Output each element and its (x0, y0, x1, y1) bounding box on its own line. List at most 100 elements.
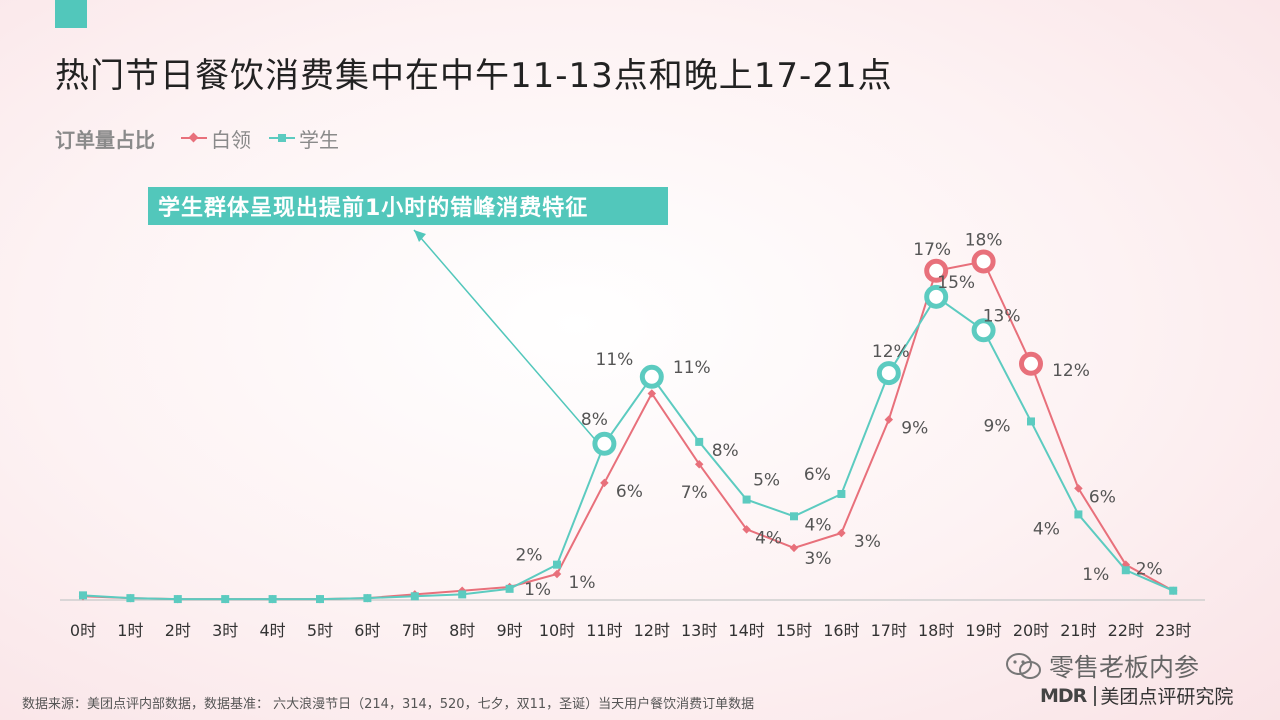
data-label-student: 15% (937, 273, 975, 293)
data-label-white-collar: 4% (755, 528, 782, 548)
x-tick-label: 3时 (212, 621, 238, 640)
data-point-student (1027, 417, 1035, 426)
data-label-student: 4% (1033, 519, 1060, 539)
x-tick-label: 7时 (402, 621, 428, 640)
accent-bar (55, 0, 87, 28)
logo: MDR 美团点评研究院 (1040, 682, 1233, 709)
data-point-student (458, 590, 467, 599)
data-point-highlight-student (876, 361, 901, 386)
x-tick-label: 9时 (497, 621, 523, 640)
x-tick-label: 0时 (70, 621, 96, 640)
x-tick-label: 6时 (354, 621, 380, 640)
x-tick-label: 15时 (776, 621, 812, 640)
callout-box: 学生群体呈现出提前1小时的错峰消费特征 (148, 187, 668, 225)
x-tick-label: 16时 (823, 621, 859, 640)
data-point-white-collar (647, 389, 657, 398)
x-tick-label: 20时 (1013, 621, 1049, 640)
data-point-highlight-white-collar (971, 249, 996, 274)
x-tick-label: 19时 (965, 621, 1001, 640)
data-label-student: 8% (712, 441, 739, 461)
page-title: 热门节日餐饮消费集中在中午11-13点和晚上17-21点 (55, 56, 893, 96)
watermark-text: 零售老板内参 (1049, 653, 1200, 682)
data-label-student: 6% (804, 465, 831, 485)
data-label-white-collar: 3% (854, 532, 881, 552)
data-source-footnote: 数据来源：美团点评内部数据，数据基准： 六大浪漫节日（214，314，520，七… (22, 697, 755, 712)
data-point-student (268, 595, 277, 604)
data-label-student: 4% (805, 515, 832, 535)
data-point-white-collar (742, 525, 751, 534)
data-label-white-collar: 2% (1136, 560, 1163, 580)
y-axis-title: 订单量占比 (55, 127, 155, 152)
data-label-white-collar: 9% (901, 419, 928, 439)
x-tick-label: 21时 (1060, 621, 1096, 640)
data-point-white-collar (600, 478, 609, 488)
x-tick-label: 12时 (634, 621, 670, 640)
callout-arrow-line (413, 229, 595, 440)
chart-legend: 订单量占比 白领 学生 (55, 124, 357, 153)
watermark: 零售老板内参 (1005, 648, 1199, 684)
data-label-student: 13% (983, 306, 1021, 326)
callout-arrow-head-icon (414, 230, 426, 242)
data-point-student (410, 592, 419, 601)
data-point-student (221, 595, 230, 604)
series-line-student (82, 295, 1174, 601)
data-label-student: 8% (581, 410, 608, 430)
data-label-student: 11% (673, 358, 711, 378)
logo-mark: MDR (1040, 684, 1087, 707)
legend-label-student: 学生 (299, 127, 339, 152)
legend-item-white-collar: 白领 (181, 124, 251, 153)
legend-label-white-collar: 白领 (211, 127, 251, 152)
data-label-white-collar: 12% (1052, 361, 1090, 381)
data-point-student (837, 489, 846, 498)
x-tick-label: 8时 (449, 621, 475, 640)
data-label-student: 1% (1082, 565, 1109, 585)
x-tick-label: 10时 (539, 621, 575, 640)
x-tick-label: 5时 (307, 621, 333, 640)
x-tick-label: 18时 (918, 621, 954, 640)
data-point-student (173, 595, 182, 604)
data-label-white-collar: 18% (965, 230, 1003, 250)
x-tick-label: 13时 (681, 621, 717, 640)
data-label-white-collar: 17% (913, 240, 951, 260)
data-point-student (363, 594, 372, 603)
data-point-white-collar (1074, 484, 1083, 493)
data-label-student: 1% (524, 580, 551, 600)
data-point-white-collar (694, 459, 704, 469)
x-tick-label: 14时 (728, 621, 764, 640)
data-point-student (79, 591, 87, 600)
data-point-white-collar (552, 569, 562, 579)
data-label-extra: 11% (596, 350, 634, 370)
data-point-student (505, 584, 514, 593)
data-point-student (1074, 510, 1083, 519)
data-label-white-collar: 3% (805, 549, 832, 569)
data-label-white-collar: 7% (681, 483, 708, 503)
data-label-student: 2% (516, 546, 543, 566)
x-tick-label: 1时 (117, 621, 143, 640)
data-point-student (1121, 566, 1130, 575)
logo-text: 美团点评研究院 (1100, 686, 1234, 708)
wechat-icon (1006, 653, 1041, 679)
data-label-student: 5% (753, 471, 780, 491)
legend-line-student-icon (269, 134, 295, 142)
legend-item-student: 学生 (269, 124, 339, 153)
legend-line-white-collar-icon (181, 132, 207, 143)
data-point-highlight-student (592, 431, 617, 456)
data-point-highlight-white-collar (924, 258, 949, 283)
logo-separator (1094, 685, 1097, 706)
data-label-student: 9% (984, 416, 1011, 436)
x-tick-label: 23时 (1155, 621, 1191, 640)
data-point-highlight-student (971, 318, 996, 343)
data-point-white-collar (884, 415, 894, 424)
data-point-student (126, 594, 135, 603)
data-point-student (742, 495, 751, 504)
x-tick-label: 11时 (586, 621, 622, 640)
x-tick-label: 4时 (260, 621, 286, 640)
data-point-student (316, 595, 324, 604)
data-point-white-collar (837, 528, 846, 538)
data-point-highlight-student (639, 364, 664, 389)
data-label-white-collar: 6% (1089, 487, 1116, 507)
data-label-student: 12% (872, 342, 910, 362)
data-point-student (553, 560, 561, 569)
data-label-white-collar: 1% (569, 573, 596, 593)
